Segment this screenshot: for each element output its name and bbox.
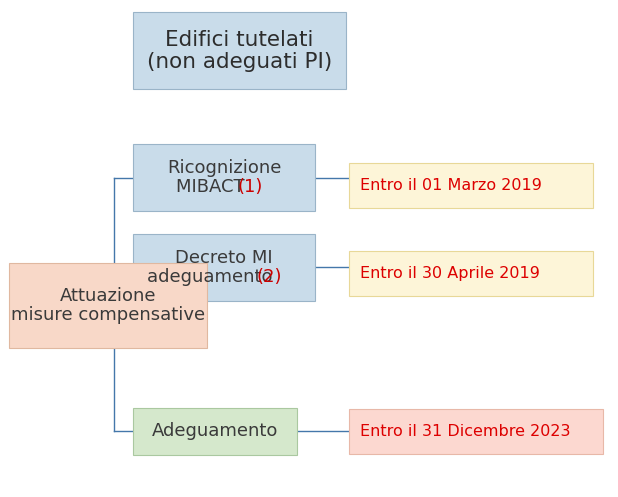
- Text: Decreto MI: Decreto MI: [176, 248, 273, 267]
- Text: Entro il 30 Aprile 2019: Entro il 30 Aprile 2019: [360, 266, 540, 281]
- Text: (non adeguati PI): (non adeguati PI): [147, 52, 332, 72]
- FancyBboxPatch shape: [133, 12, 346, 89]
- FancyBboxPatch shape: [133, 408, 297, 455]
- Text: Entro il 31 Dicembre 2023: Entro il 31 Dicembre 2023: [360, 424, 571, 439]
- FancyBboxPatch shape: [349, 251, 593, 296]
- Text: adeguamento: adeguamento: [147, 267, 278, 286]
- Text: (1): (1): [238, 178, 263, 196]
- Text: Ricognizione: Ricognizione: [167, 159, 281, 177]
- Text: MIBACT: MIBACT: [176, 178, 250, 196]
- FancyBboxPatch shape: [133, 234, 315, 301]
- FancyBboxPatch shape: [349, 409, 603, 454]
- Text: (2): (2): [256, 267, 282, 286]
- Text: Adeguamento: Adeguamento: [151, 422, 278, 440]
- FancyBboxPatch shape: [133, 144, 315, 211]
- FancyBboxPatch shape: [9, 263, 207, 348]
- Text: misure compensative: misure compensative: [11, 306, 205, 324]
- Text: Attuazione: Attuazione: [60, 287, 156, 305]
- Text: Entro il 01 Marzo 2019: Entro il 01 Marzo 2019: [360, 178, 542, 193]
- FancyBboxPatch shape: [349, 163, 593, 208]
- Text: Edifici tutelati: Edifici tutelati: [165, 30, 314, 50]
